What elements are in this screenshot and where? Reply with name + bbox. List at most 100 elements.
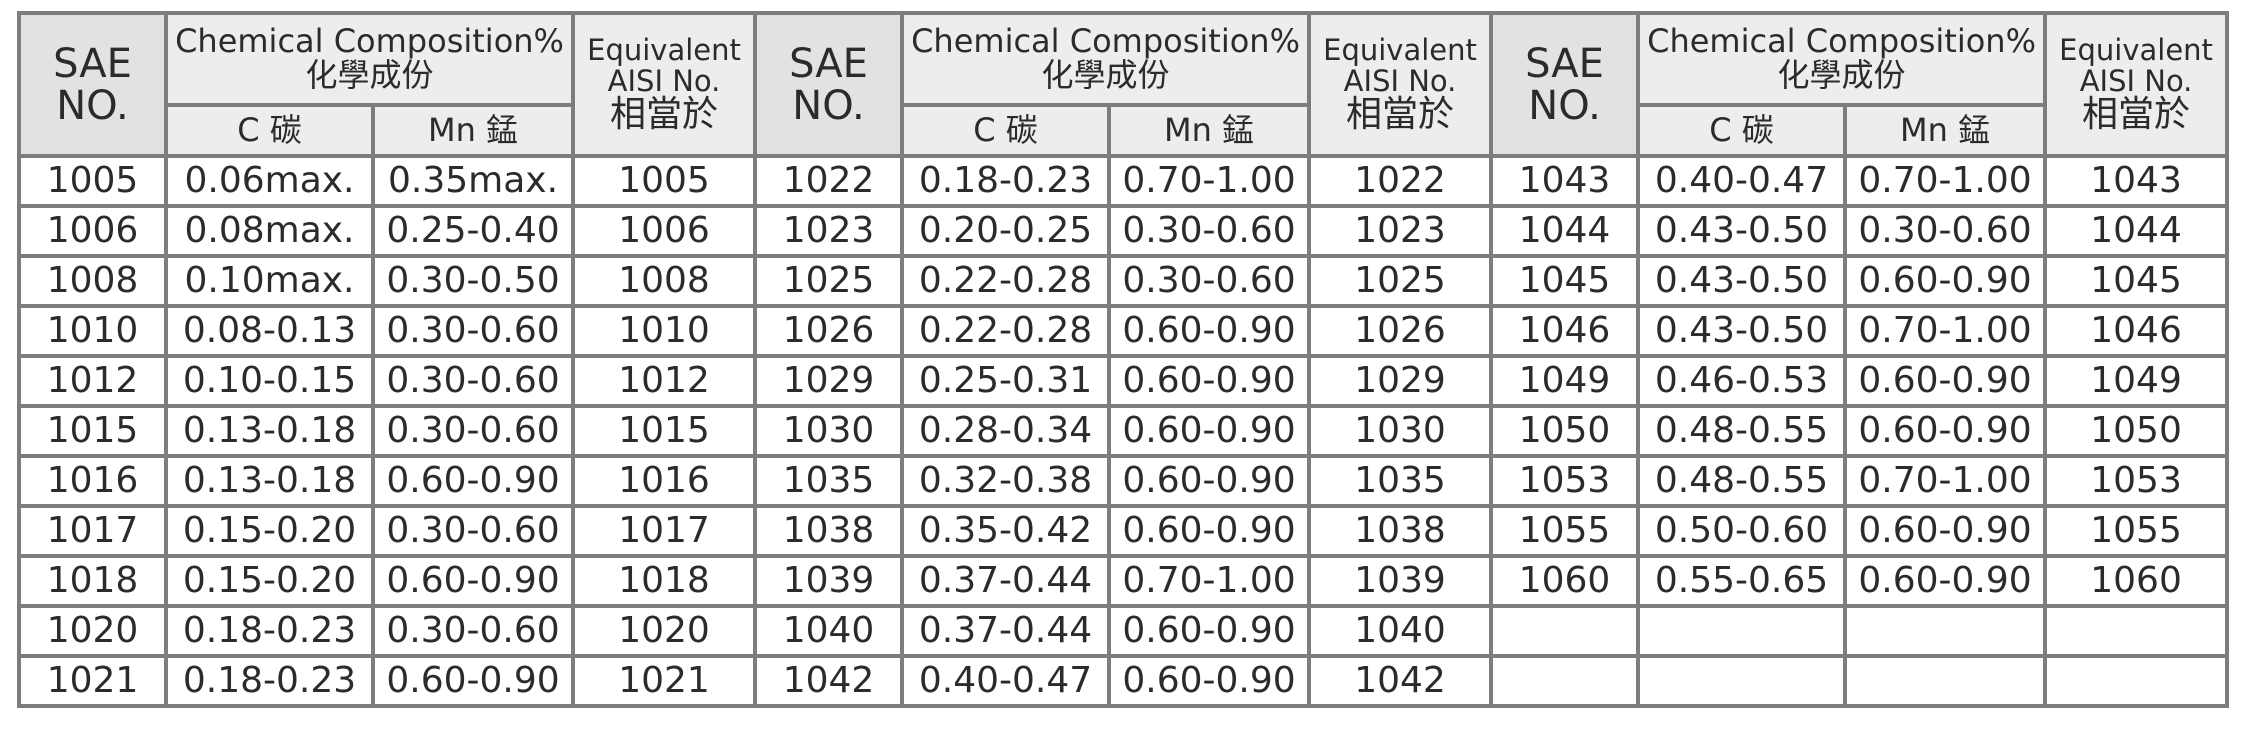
sae-no-cell: 1026 — [753, 304, 905, 358]
manganese-cell: 0.60-0.90 — [370, 454, 576, 508]
steel-table: SAE NO. Chemical Composition% 化學成份 Equivalen… — [17, 11, 2230, 708]
manganese-cell: 0.70-1.00 — [1107, 554, 1312, 608]
sae-no-cell: 1022 — [753, 154, 905, 208]
table-row: 1018 0.15-0.20 0.60-0.90 1018 1039 0.37-0.44 0… — [17, 554, 2230, 608]
aisi-no-cell: 1006 — [571, 204, 758, 258]
table-row: 1015 0.13-0.18 0.30-0.60 1015 1030 0.28-0.34 0… — [17, 404, 2230, 458]
sae-no-cell: 1005 — [17, 154, 168, 208]
equivalent-line: 相當於 — [1346, 94, 1455, 136]
carbon-cell: 0.22-0.28 — [900, 254, 1112, 308]
manganese-cell: 0.30-0.60 — [370, 354, 576, 408]
manganese-cell: 0.30-0.60 — [370, 604, 576, 658]
manganese-cell: 0.60-0.90 — [1843, 254, 2048, 308]
sae-no-cell: 1020 — [17, 604, 168, 658]
manganese-cell: 0.60-0.90 — [1107, 654, 1312, 708]
equivalent-header: Equivalent AISI No. 相當於 — [2043, 11, 2230, 158]
carbon-cell: 0.37-0.44 — [900, 554, 1112, 608]
aisi-no-cell: 1053 — [2043, 454, 2230, 508]
manganese-cell: 0.60-0.90 — [370, 654, 576, 708]
sae-no-cell: 1060 — [1489, 554, 1641, 608]
carbon-cell: 0.18-0.23 — [164, 604, 375, 658]
carbon-cell: 0.43-0.50 — [1636, 204, 1848, 258]
carbon-cell: 0.10max. — [164, 254, 375, 308]
sae-no-cell: 1023 — [753, 204, 905, 258]
composition-line: 化學成份 — [1777, 56, 1906, 94]
aisi-no-cell: 1018 — [571, 554, 758, 608]
carbon-cell: 0.08max. — [164, 204, 375, 258]
sae-header: SAE NO. — [753, 11, 905, 158]
sae-no-cell: 1039 — [753, 554, 905, 608]
sae-no-cell: 1016 — [17, 454, 168, 508]
aisi-no-cell: 1046 — [2043, 304, 2230, 358]
carbon-cell: 0.25-0.31 — [900, 354, 1112, 408]
manganese-cell: 0.60-0.90 — [1843, 504, 2048, 558]
carbon-cell: 0.37-0.44 — [900, 604, 1112, 658]
manganese-cell: 0.60-0.90 — [1107, 404, 1312, 458]
sae-no-cell: 1029 — [753, 354, 905, 408]
sae-no-cell: 1046 — [1489, 304, 1641, 358]
sae-no-cell: 1025 — [753, 254, 905, 308]
carbon-cell: 0.40-0.47 — [1636, 154, 1848, 208]
aisi-no-cell: 1045 — [2043, 254, 2230, 308]
carbon-cell: 0.50-0.60 — [1636, 504, 1848, 558]
sae-no-cell: 1017 — [17, 504, 168, 558]
aisi-no-cell: 1040 — [1307, 604, 1494, 658]
carbon-cell: 0.46-0.53 — [1636, 354, 1848, 408]
empty-cell — [1489, 654, 1641, 708]
equivalent-line: 相當於 — [2082, 94, 2191, 136]
carbon-cell: 0.15-0.20 — [164, 554, 375, 608]
composition-line: 化學成份 — [305, 56, 434, 94]
manganese-cell: 0.60-0.90 — [1843, 404, 2048, 458]
empty-cell — [2043, 654, 2230, 708]
sae-no-cell: 1042 — [753, 654, 905, 708]
aisi-no-cell: 1020 — [571, 604, 758, 658]
sae-no-cell: 1021 — [17, 654, 168, 708]
composition-header: Chemical Composition% 化學成份 — [900, 11, 1312, 107]
manganese-cell: 0.30-0.60 — [370, 504, 576, 558]
table-row: 1017 0.15-0.20 0.30-0.60 1017 1038 0.35-0.42 0… — [17, 504, 2230, 558]
empty-cell — [1489, 604, 1641, 658]
carbon-cell: 0.28-0.34 — [900, 404, 1112, 458]
sae-line: SAE — [53, 40, 132, 87]
sae-no-cell: 1050 — [1489, 404, 1641, 458]
carbon-cell: 0.48-0.55 — [1636, 454, 1848, 508]
aisi-no-cell: 1021 — [571, 654, 758, 708]
manganese-cell: 0.30-0.50 — [370, 254, 576, 308]
aisi-no-cell: 1042 — [1307, 654, 1494, 708]
aisi-no-cell: 1035 — [1307, 454, 1494, 508]
carbon-cell: 0.08-0.13 — [164, 304, 375, 358]
aisi-no-cell: 1050 — [2043, 404, 2230, 458]
sae-no-cell: 1018 — [17, 554, 168, 608]
sae-no-cell: 1012 — [17, 354, 168, 408]
composition-header: Chemical Composition% 化學成份 — [163, 11, 576, 107]
equivalent-line: AISI No. — [1343, 63, 1457, 98]
sae-line: NO. — [792, 82, 865, 129]
carbon-header: C 碳 — [1636, 103, 1848, 158]
aisi-no-cell: 1022 — [1307, 154, 1494, 208]
sae-no-cell: 1043 — [1489, 154, 1641, 208]
carbon-cell: 0.55-0.65 — [1636, 554, 1848, 608]
equivalent-line: Equivalent — [2059, 33, 2213, 68]
manganese-cell: 0.25-0.40 — [370, 204, 576, 258]
aisi-no-cell: 1015 — [571, 404, 758, 458]
manganese-cell: 0.70-1.00 — [1843, 154, 2048, 208]
carbon-cell: 0.48-0.55 — [1636, 404, 1848, 458]
manganese-cell: 0.30-0.60 — [370, 304, 576, 358]
sae-line: SAE — [789, 40, 868, 87]
sae-no-cell: 1015 — [17, 404, 168, 458]
composition-header: Chemical Composition% 化學成份 — [1636, 11, 2048, 107]
sae-header: SAE NO. — [17, 11, 168, 158]
sae-no-cell: 1035 — [753, 454, 905, 508]
carbon-cell: 0.22-0.28 — [900, 304, 1112, 358]
manganese-header: Mn 錳 — [370, 103, 576, 158]
table-row: 1006 0.08max. 0.25-0.40 1006 1023 0.20-0.25 0.… — [17, 204, 2230, 258]
sae-no-cell: 1044 — [1489, 204, 1641, 258]
manganese-cell: 0.60-0.90 — [1107, 354, 1312, 408]
aisi-no-cell: 1025 — [1307, 254, 1494, 308]
equivalent-line: Equivalent — [1323, 33, 1477, 68]
manganese-cell: 0.60-0.90 — [1107, 604, 1312, 658]
aisi-no-cell: 1029 — [1307, 354, 1494, 408]
aisi-no-cell: 1008 — [571, 254, 758, 308]
manganese-cell: 0.70-1.00 — [1843, 454, 2048, 508]
